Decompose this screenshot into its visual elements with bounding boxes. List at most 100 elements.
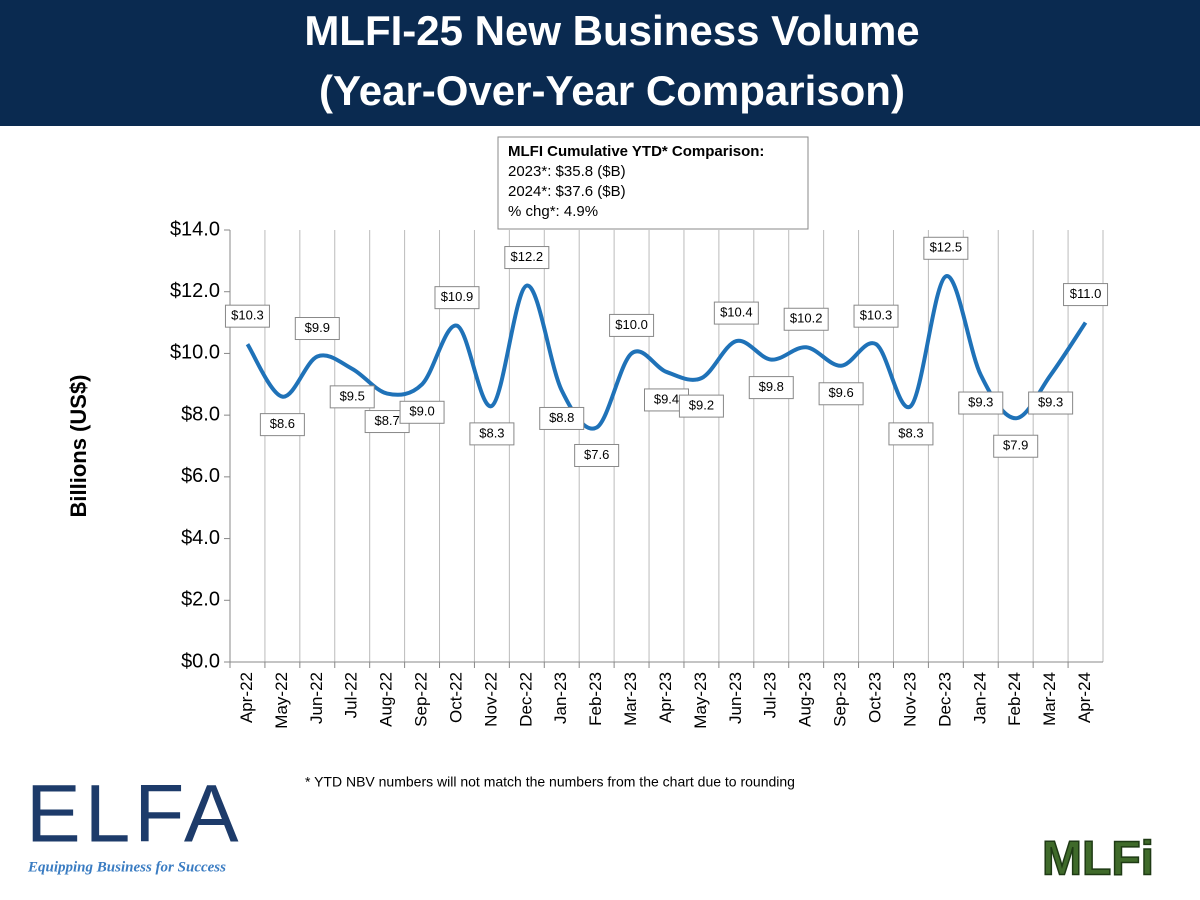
x-tick-label: Nov-23 [900,672,919,727]
data-label-text: $11.0 [1070,286,1102,301]
data-label-text: $9.8 [759,379,784,394]
data-label-text: $8.3 [898,425,923,440]
x-tick-label: Mar-23 [621,672,640,726]
data-label-text: $10.4 [720,305,753,320]
data-label-text: $8.3 [479,425,504,440]
data-label: $10.2 [783,307,829,331]
data-label-text: $10.0 [615,317,648,332]
data-label-text: $8.7 [374,413,399,428]
data-label-box [993,434,1039,458]
data-label-text: $10.9 [441,289,474,304]
data-label-text: $7.6 [584,447,609,462]
data-label: $7.6 [574,443,620,467]
data-label-box [783,307,829,331]
data-label: $8.6 [259,413,305,437]
mlfi-logo: MLFi [1042,833,1154,886]
data-label: $8.3 [888,422,934,446]
data-label-text: $9.5 [340,388,365,403]
data-label: $10.0 [609,313,655,337]
x-tick-label: Apr-24 [1075,672,1094,723]
data-label-box [678,394,724,418]
y-tick-label: $12.0 [170,280,220,302]
data-label-box [609,313,655,337]
data-label-box [1063,283,1109,307]
x-tick-label: Jan-24 [970,672,989,724]
data-label-text: $9.0 [409,404,434,419]
data-label-box [539,406,585,430]
x-tick-label: Feb-24 [1005,672,1024,726]
data-label: $9.5 [329,385,375,409]
data-label: $12.5 [923,236,969,260]
data-label-box [224,304,270,328]
elfa-tagline: Equipping Business for Success [27,859,226,875]
data-label-box [748,376,794,400]
footnote: * YTD NBV numbers will not match the num… [305,774,795,790]
y-tick-label: $2.0 [181,589,220,611]
data-label-box [818,382,864,406]
annotation-title: MLFI Cumulative YTD* Comparison: [508,143,764,160]
data-line [245,274,1088,431]
annotation-line: 2024*: $37.6 ($B) [508,183,626,200]
x-tick-label: Nov-22 [481,672,500,727]
y-tick-label: $10.0 [170,342,220,364]
x-tick-label: May-22 [272,672,291,729]
data-label: $10.4 [713,301,759,325]
data-label-text: $12.2 [511,249,544,264]
y-tick-label: $8.0 [181,403,220,425]
x-tick-label: Sep-23 [831,672,850,727]
x-tick-label: Feb-23 [586,672,605,726]
data-label: $9.6 [818,382,864,406]
chart-subtitle: (Year-Over-Year Comparison) [319,67,905,114]
x-tick-label: Oct-23 [866,672,885,723]
data-label: $8.8 [539,406,585,430]
x-tick-label: Oct-22 [446,672,465,723]
data-label-text: $9.4 [654,391,679,406]
data-label-box [294,317,340,341]
x-tick-label: Aug-22 [377,672,396,727]
chart-title: MLFI-25 New Business Volume [304,7,919,54]
data-label: $10.3 [853,304,899,328]
y-tick-label: $6.0 [181,465,220,487]
data-label-text: $8.8 [549,410,574,425]
data-label: $9.3 [958,391,1004,415]
data-label-box [504,246,550,270]
data-label: $9.2 [678,394,724,418]
data-label: $9.9 [294,317,340,341]
data-label-text: $10.2 [790,311,823,326]
annotation-line: 2023*: $35.8 ($B) [508,163,626,180]
data-label-text: $9.9 [305,320,330,335]
data-label: $12.2 [504,246,550,270]
data-label-text: $8.6 [270,416,295,431]
data-label-box [853,304,899,328]
data-label-box [329,385,375,409]
elfa-logo: ELFA [26,769,243,860]
data-label: $8.3 [469,422,515,446]
x-tick-label: Apr-22 [237,672,256,723]
x-tick-label: Jul-23 [761,672,780,718]
data-label: $8.7 [364,410,410,434]
x-tick-label: Jun-22 [307,672,326,724]
data-label-box [469,422,515,446]
x-tick-label: May-23 [691,672,710,729]
y-tick-label: $0.0 [181,650,220,672]
header-band [0,0,1200,126]
data-label: $9.8 [748,376,794,400]
data-label-box [574,443,620,467]
data-label: $7.9 [993,434,1039,458]
y-axis-label: Billions (US$) [66,374,91,517]
x-tick-label: Jan-23 [551,672,570,724]
data-label-box [259,413,305,437]
data-label-text: $9.6 [828,385,853,400]
data-label: $10.3 [224,304,270,328]
data-label-box [713,301,759,325]
data-label: $11.0 [1063,283,1109,307]
annotation-box [497,136,809,230]
x-tick-label: Aug-23 [796,672,815,727]
data-label-text: $10.3 [231,308,264,323]
data-label-box [434,286,480,310]
x-tick-label: Jun-23 [726,672,745,724]
data-label-text: $10.3 [860,308,893,323]
x-tick-label: Jul-22 [342,672,361,718]
y-tick-label: $14.0 [170,218,220,240]
